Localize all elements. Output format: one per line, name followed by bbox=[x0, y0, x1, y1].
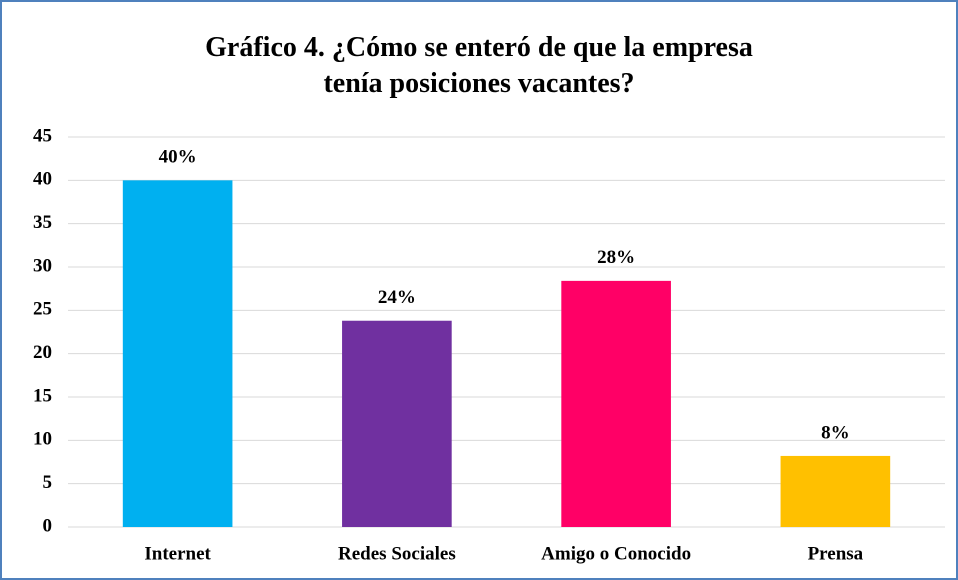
y-tick-label: 15 bbox=[33, 385, 52, 406]
y-tick-label: 0 bbox=[43, 515, 53, 536]
x-tick-label: Internet bbox=[144, 543, 211, 564]
y-tick-label: 10 bbox=[33, 429, 52, 450]
bar bbox=[561, 280, 671, 527]
y-tick-label: 5 bbox=[43, 472, 53, 493]
y-tick-label: 35 bbox=[33, 212, 52, 233]
data-label: 40% bbox=[159, 147, 197, 168]
x-tick-label: Amigo o Conocido bbox=[541, 543, 691, 564]
x-tick-label: Redes Sociales bbox=[338, 543, 456, 564]
y-tick-label: 25 bbox=[33, 299, 52, 320]
y-tick-label: 40 bbox=[33, 169, 52, 190]
data-label: 8% bbox=[821, 422, 850, 443]
data-label: 24% bbox=[378, 287, 416, 308]
x-tick-label: Prensa bbox=[808, 543, 864, 564]
bar bbox=[122, 180, 233, 528]
bar bbox=[342, 320, 452, 527]
y-tick-label: 30 bbox=[33, 255, 52, 276]
y-tick-label: 20 bbox=[33, 342, 52, 363]
y-tick-label: 45 bbox=[33, 125, 52, 146]
chart-title: Gráfico 4. ¿Cómo se enteró de que la emp… bbox=[205, 32, 753, 99]
data-label: 28% bbox=[597, 247, 635, 268]
bar bbox=[780, 455, 891, 527]
